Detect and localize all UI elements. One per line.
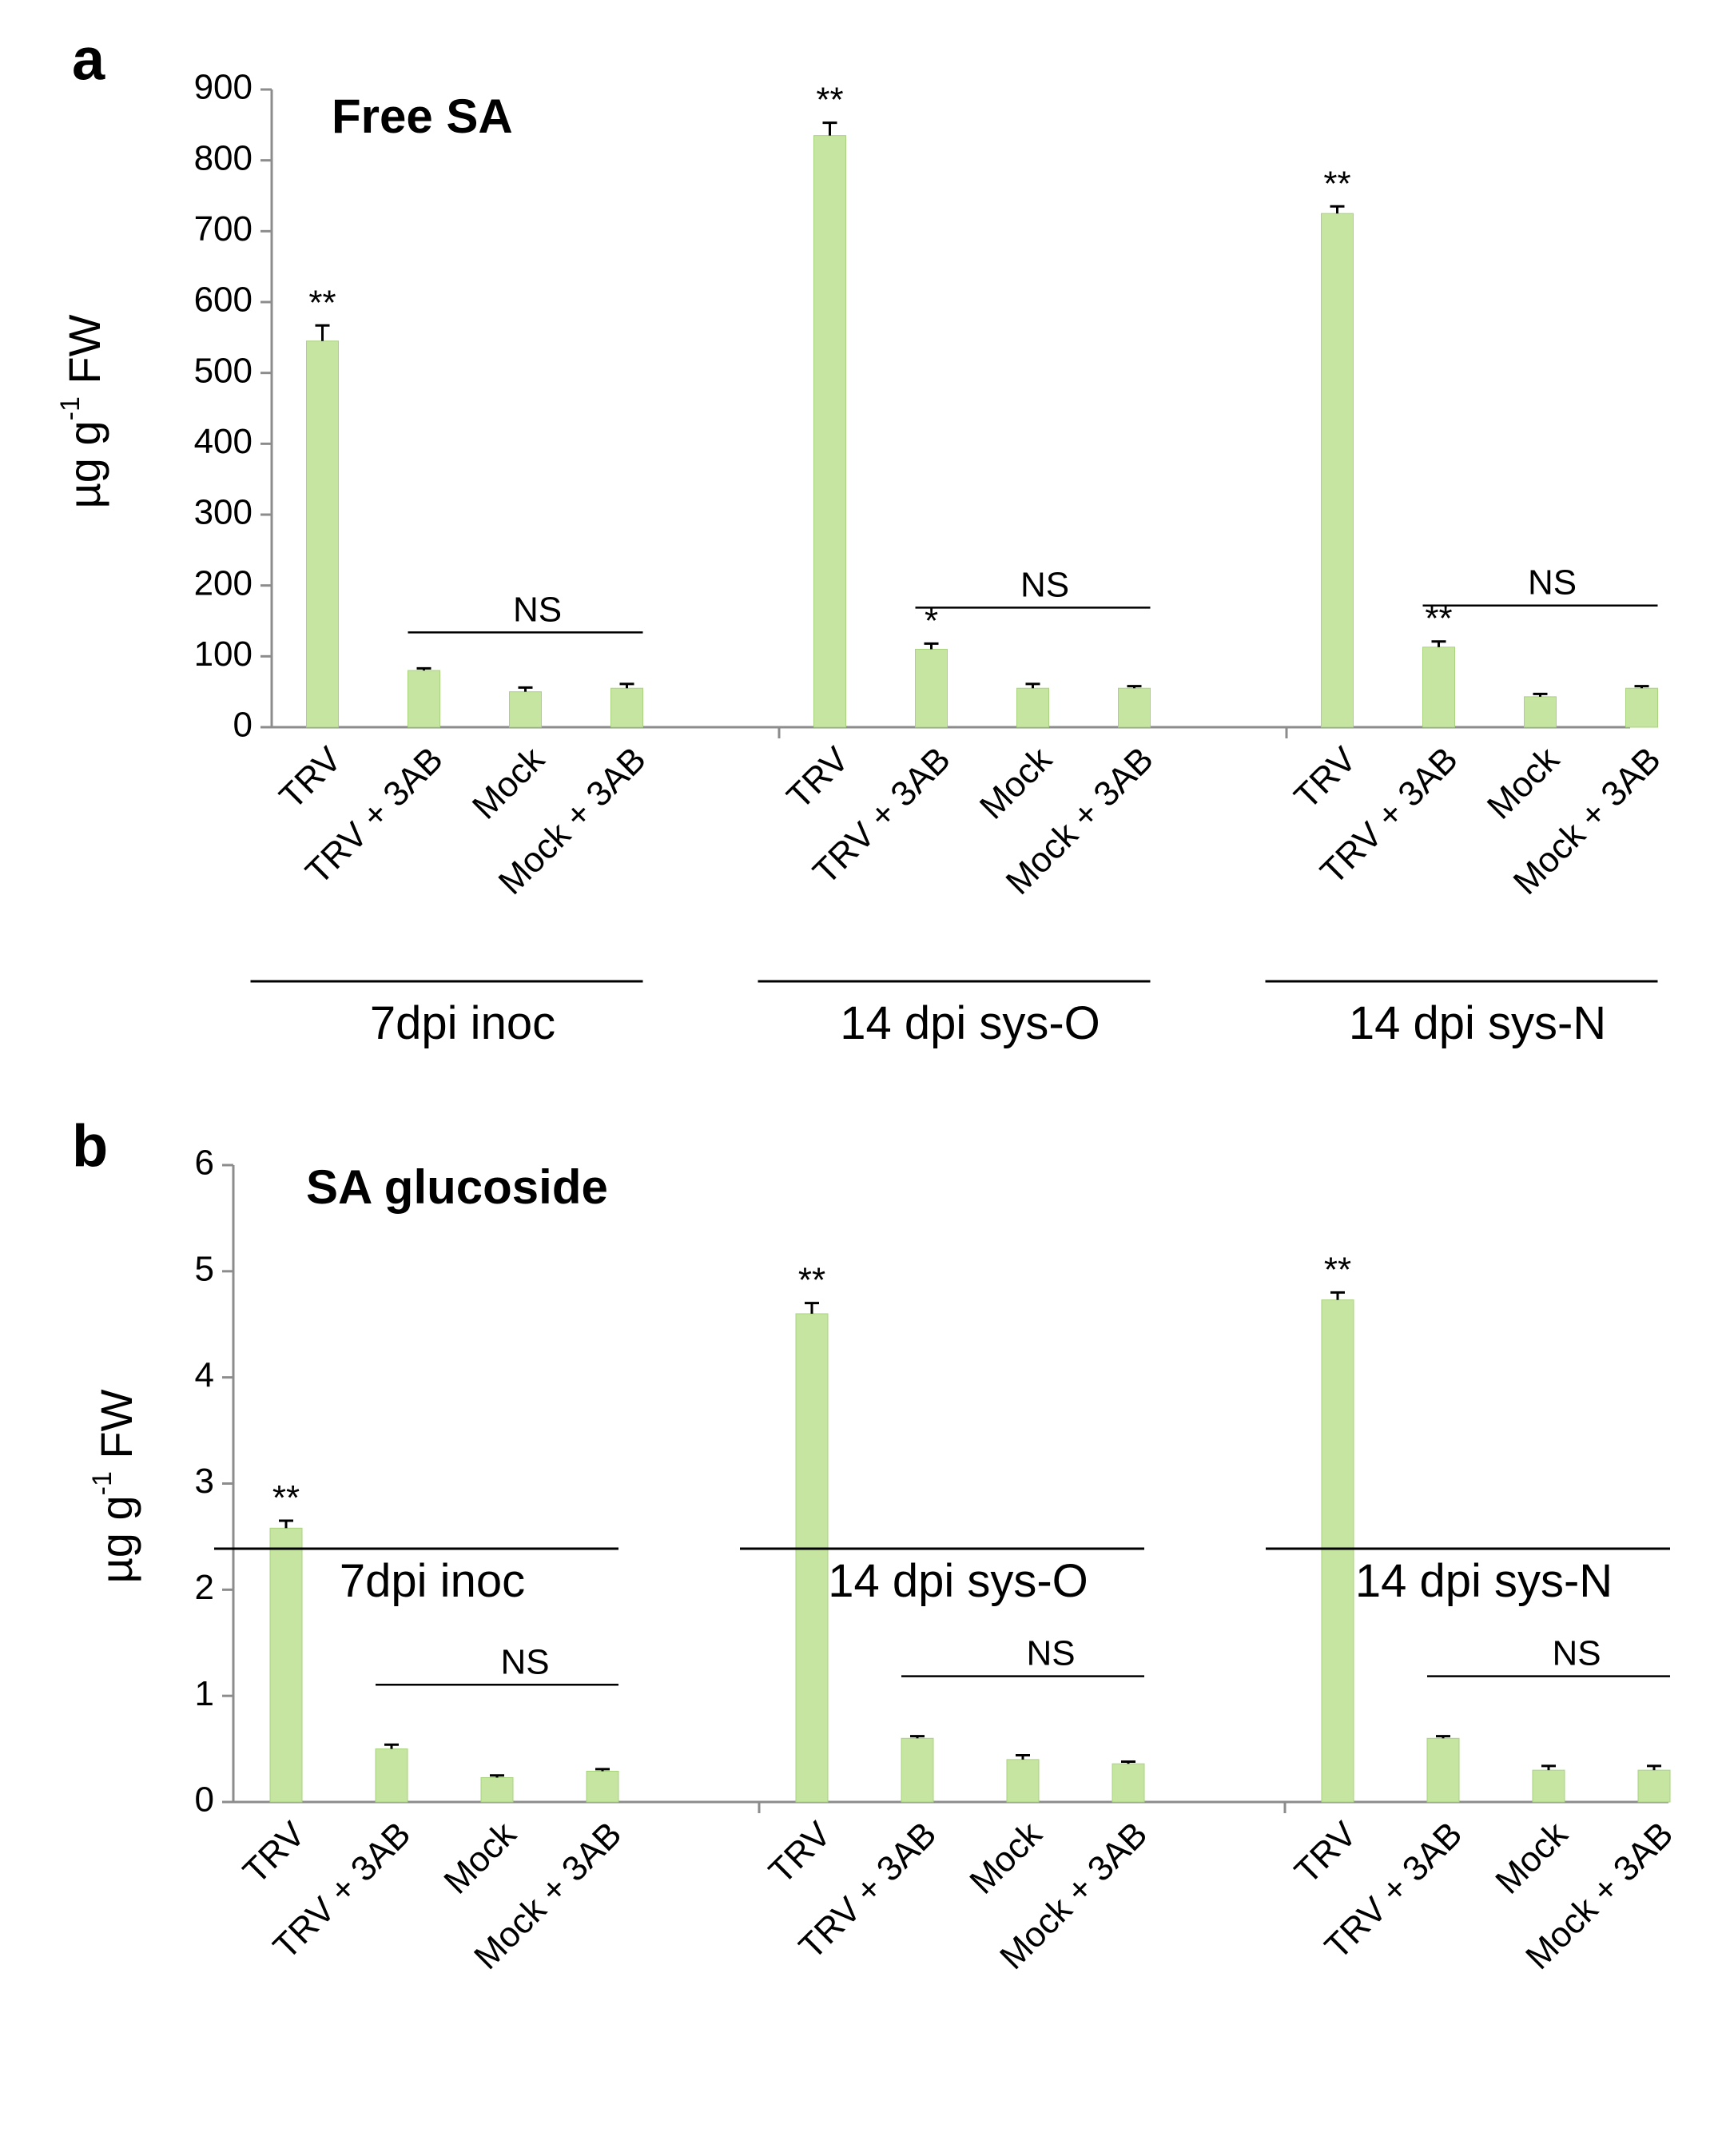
significance-marker: ** [816, 81, 843, 120]
ns-label: NS [1020, 565, 1069, 604]
bar [901, 1737, 934, 1803]
ns-label: NS [1528, 563, 1577, 603]
bar [1321, 213, 1354, 728]
group-label: 7dpi inoc [370, 997, 555, 1049]
bar [1625, 687, 1658, 728]
x-category-label: TRV [1287, 739, 1364, 817]
y-tick-label: 3 [195, 1462, 214, 1501]
significance-marker: ** [1323, 164, 1350, 203]
bar [1532, 1769, 1565, 1803]
y-tick-label: 6 [195, 1144, 214, 1183]
panel-label: b [72, 1113, 108, 1179]
bar [1112, 1763, 1145, 1803]
chart-title: Free SA [332, 90, 513, 143]
y-tick-label: 600 [194, 280, 253, 320]
y-tick-label: 400 [194, 422, 253, 461]
y-tick-label: 0 [195, 1780, 214, 1820]
y-tick-label: 200 [194, 563, 253, 603]
bar [408, 670, 440, 728]
bar [269, 1527, 303, 1803]
x-category-label: TRV [762, 1814, 839, 1891]
bar [1006, 1759, 1040, 1803]
ns-label: NS [500, 1642, 549, 1681]
chart-title: SA glucoside [306, 1160, 608, 1214]
bar [1422, 646, 1455, 728]
x-category-label: TRV [1287, 1814, 1365, 1891]
y-axis-label-tail: FW [91, 1389, 141, 1471]
significance-marker: ** [798, 1261, 825, 1300]
x-category-label: TRV [236, 1814, 313, 1891]
x-category-label: Mock [962, 1814, 1050, 1902]
significance-marker: * [925, 601, 938, 640]
x-category-label: Mock [436, 1814, 524, 1902]
bar [480, 1776, 514, 1803]
y-axis-label-unit: µg g [59, 420, 109, 508]
x-category-label: TRV [779, 739, 857, 817]
y-tick-label: 700 [194, 209, 253, 249]
bar [813, 135, 846, 728]
y-axis-label-superscript: -1 [87, 1471, 117, 1495]
y-tick-label: 4 [195, 1355, 214, 1394]
ns-label: NS [1026, 1634, 1075, 1673]
x-category-label: Mock [1480, 739, 1568, 827]
bar [1016, 687, 1049, 728]
y-tick-label: 900 [194, 68, 253, 107]
group-label: 14 dpi sys-O [828, 1555, 1088, 1607]
bar [1321, 1299, 1354, 1803]
bar [1524, 696, 1557, 728]
bar [306, 340, 339, 728]
y-axis-label-unit: µg g [91, 1495, 141, 1583]
bar [1118, 687, 1151, 728]
y-tick-label: 100 [194, 634, 253, 674]
bar [375, 1748, 408, 1803]
x-category-label: Mock [1488, 1814, 1576, 1902]
panel-a-free-sa: a Free SA µg g-1 FW 0 100 200 300 400 500 600 700 8… [55, 26, 1668, 1049]
group-label: 14 dpi sys-O [840, 997, 1100, 1049]
x-category-label: Mock [465, 739, 553, 827]
y-tick-label: 300 [194, 493, 253, 532]
x-category-label: TRV [272, 739, 349, 817]
y-tick-label: 500 [194, 351, 253, 390]
panel-label: a [72, 26, 105, 93]
significance-marker: ** [308, 283, 336, 322]
ns-label: NS [1552, 1634, 1601, 1673]
bar [509, 691, 542, 728]
y-tick-label: 2 [195, 1568, 214, 1607]
x-category-label: Mock [972, 739, 1060, 827]
bar [1637, 1769, 1671, 1803]
y-axis-label-superscript: -1 [55, 396, 86, 420]
group-label: 14 dpi sys-N [1349, 997, 1606, 1049]
y-tick-label: 5 [195, 1249, 214, 1288]
bar [1426, 1737, 1460, 1803]
significance-marker: ** [1324, 1250, 1351, 1289]
bar [610, 687, 643, 728]
bar [586, 1770, 619, 1803]
group-label: 14 dpi sys-N [1355, 1555, 1613, 1607]
significance-marker: ** [272, 1478, 300, 1518]
y-tick-label: 1 [195, 1674, 214, 1713]
y-tick-label: 0 [233, 706, 253, 745]
y-axis-label: µg g-1 FW [87, 1389, 141, 1583]
y-axis-label-tail: FW [59, 314, 109, 396]
ns-label: NS [513, 590, 562, 629]
y-tick-label: 800 [194, 138, 253, 177]
bar [915, 648, 948, 728]
group-label: 7dpi inoc [340, 1555, 525, 1607]
y-axis-label: µg g-1 FW [55, 314, 109, 508]
bar [795, 1313, 829, 1803]
